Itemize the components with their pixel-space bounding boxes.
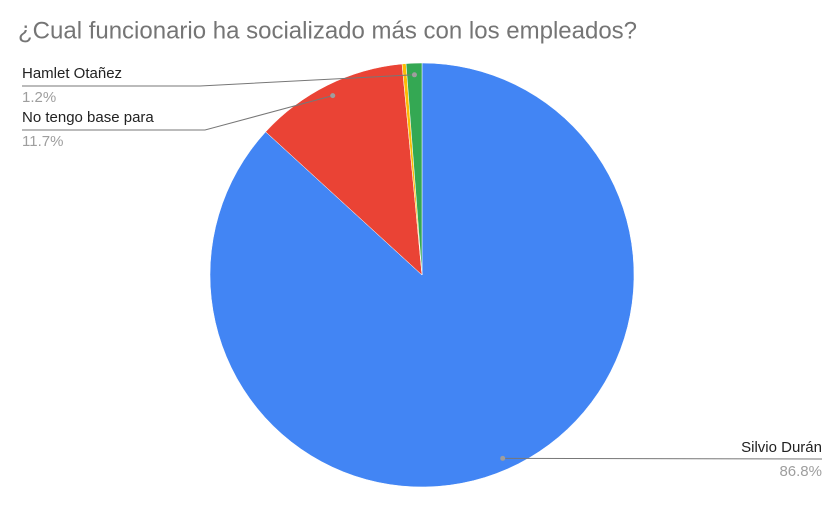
chart-title: ¿Cual funcionario ha socializado más con… — [18, 17, 637, 44]
leader-dot — [500, 455, 506, 461]
leader-line — [502, 457, 823, 460]
leader-dot — [411, 72, 417, 78]
leader-dot — [330, 93, 336, 99]
pie-slice — [405, 62, 423, 276]
slice-label: Hamlet Otañez — [22, 65, 122, 82]
slice-label: Silvio Durán — [741, 439, 822, 456]
value-label: 86.8% — [779, 463, 822, 480]
pie-slice — [265, 63, 423, 276]
leader-line — [22, 74, 415, 87]
value-label: 1.2% — [22, 89, 56, 106]
slice-label: No tengo base para — [22, 109, 154, 126]
value-label: 11.7% — [22, 133, 63, 150]
leader-line — [22, 95, 333, 131]
